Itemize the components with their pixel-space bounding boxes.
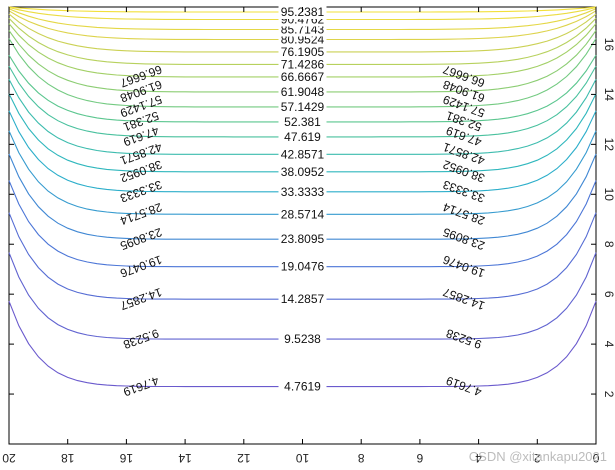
contour-label-8-1: 38.0952	[281, 165, 325, 179]
y-tick-label: 6	[602, 291, 615, 298]
contour-label-5-1: 23.8095	[281, 232, 325, 246]
x-tick-label: 0	[592, 451, 599, 465]
contour-label-bg	[278, 115, 327, 129]
x-tick-label: 18	[61, 451, 75, 465]
contour-label-bg	[278, 85, 327, 99]
contour-label-bg	[278, 6, 327, 19]
contour-label-bg	[278, 380, 327, 394]
contour-label-14-1: 66.6667	[281, 70, 325, 84]
contour-label-bg	[278, 165, 327, 179]
y-tick-label: 12	[602, 138, 615, 152]
x-tick-label: 6	[416, 451, 423, 465]
contour-label-bg	[278, 260, 327, 274]
y-tick-label: 16	[602, 38, 615, 52]
y-tick-label: 14	[602, 88, 615, 102]
y-tick-label: 4	[602, 341, 615, 348]
x-tick-label: 8	[358, 451, 365, 465]
contour-label-bg	[278, 23, 327, 37]
contour-label-16-1: 76.1905	[281, 45, 325, 59]
contour-label-bg	[278, 33, 327, 47]
contour-label-3-1: 14.2857	[281, 292, 325, 306]
contour-label-bg	[278, 208, 327, 222]
contour-label-2-1: 9.5238	[284, 332, 321, 346]
contour-label-bg	[278, 293, 327, 307]
contour-label-bg	[278, 100, 327, 114]
x-tick-label: 2	[534, 451, 541, 465]
contour-label-9-1: 42.8571	[281, 147, 325, 161]
x-tick-label: 4	[475, 451, 482, 465]
contour-label-bg	[278, 233, 327, 247]
y-tick-label: 8	[602, 241, 615, 248]
contour-label-11-1: 52.381	[284, 115, 321, 129]
contour-label-bg	[278, 45, 327, 59]
x-tick-label: 14	[178, 451, 192, 465]
x-tick-label: 16	[119, 451, 133, 465]
contour-label-4-1: 19.0476	[281, 260, 325, 274]
y-tick-label: 10	[602, 188, 615, 202]
y-axis-ticks: 2 4 6 8 10 12 14 16	[9, 38, 615, 398]
contour-label-bg	[278, 58, 327, 72]
watermark: CSDN @xitankapu2021	[468, 449, 607, 464]
contour-label-13-1: 61.9048	[281, 85, 325, 99]
x-tick-label: 10	[296, 451, 310, 465]
contour-label-15-1: 71.4286	[281, 57, 325, 71]
contour-label-12-1: 57.1429	[281, 100, 325, 114]
x-tick-label: 12	[237, 451, 251, 465]
contour-label-bg	[278, 70, 327, 84]
contour-label-bg	[278, 130, 327, 144]
y-tick-label: 2	[602, 391, 615, 398]
contour-label-7-1: 33.3333	[281, 185, 325, 199]
contour-label-bg	[278, 333, 327, 347]
contour-label-10-1: 47.619	[284, 130, 321, 144]
contour-label-1-1: 4.7619	[284, 380, 321, 394]
contour-label-bg	[278, 185, 327, 199]
contour-label-bg	[278, 148, 327, 162]
x-axis-ticks: 20 18 16 14 12 10 8 6 4 2 0	[2, 7, 599, 465]
contour-label-6-1: 28.5714	[281, 207, 325, 221]
x-tick-label: 20	[2, 451, 16, 465]
